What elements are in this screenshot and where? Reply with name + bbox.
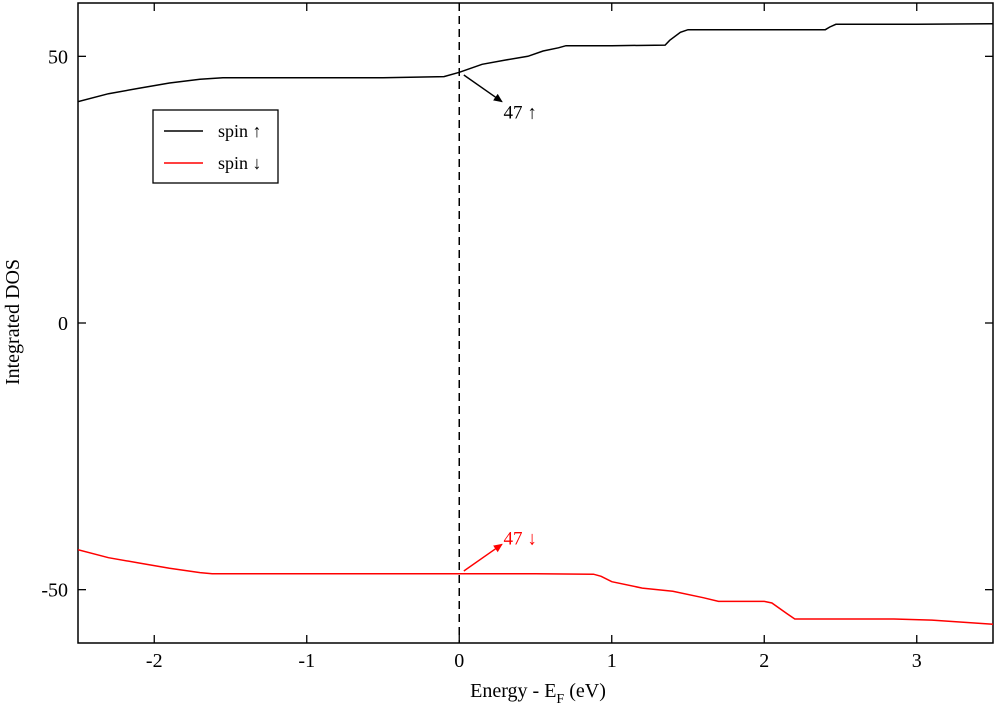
x-tick-label: 1 bbox=[607, 650, 617, 672]
x-tick-label: 0 bbox=[454, 650, 464, 672]
y-tick-label: -50 bbox=[41, 580, 68, 602]
x-tick-label: 3 bbox=[912, 650, 922, 672]
annotation-arrow-spin-up bbox=[463, 74, 503, 103]
annotation-label-spin-up: 47 ↑ bbox=[503, 102, 536, 123]
legend-box bbox=[152, 109, 279, 184]
annotation-label-spin-down: 47 ↓ bbox=[503, 528, 536, 549]
y-axis-label: Integrated DOS bbox=[2, 259, 24, 385]
series-line-spin-up bbox=[78, 23, 993, 103]
series-line-spin-down bbox=[78, 548, 993, 626]
annotation-arrow-spin-down bbox=[463, 543, 503, 572]
x-axis-label: Energy - EF (eV) bbox=[470, 680, 606, 707]
x-tick-label: 2 bbox=[759, 650, 769, 672]
x-axis-label-main: Energy - E bbox=[470, 680, 556, 702]
x-axis-label-subscript: F bbox=[556, 692, 564, 707]
x-axis-label-unit: (eV) bbox=[564, 680, 606, 702]
legend: spin ↑ spin ↓ bbox=[152, 109, 279, 184]
y-tick-label: 50 bbox=[48, 46, 68, 68]
x-tick-label: -2 bbox=[146, 650, 163, 672]
legend-label-spin-up: spin ↑ bbox=[218, 121, 262, 141]
y-tick-label: 0 bbox=[58, 313, 68, 335]
x-tick-label: -1 bbox=[298, 650, 315, 672]
axis-ticks: -2 -1 0 1 2 3 -50 0 50 bbox=[41, 3, 993, 672]
series-layer bbox=[78, 23, 993, 626]
legend-label-spin-down: spin ↓ bbox=[218, 153, 262, 173]
annotations: 47 ↑ 47 ↓ bbox=[463, 74, 537, 572]
